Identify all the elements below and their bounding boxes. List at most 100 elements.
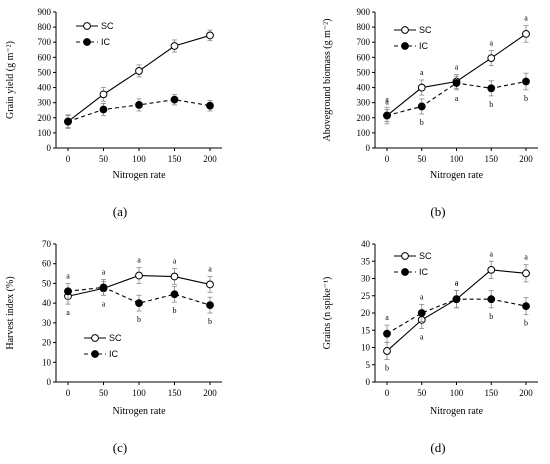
data-point-ic: [64, 117, 72, 126]
y-tick-label: 800: [38, 22, 52, 32]
significance-letter: b: [420, 118, 424, 127]
data-point-ic: [99, 105, 108, 114]
data-point-ic: [383, 329, 391, 338]
legend-label-ic: IC: [419, 267, 429, 277]
y-tick-label: 30: [42, 318, 52, 328]
x-tick-label: 50: [99, 388, 109, 398]
data-point-sc: [99, 90, 108, 99]
significance-letter: a: [455, 63, 459, 72]
panel-label: (c): [113, 440, 127, 455]
x-tick-label: 200: [519, 154, 533, 164]
data-point-ic: [170, 290, 179, 299]
y-tick-label: 300: [38, 98, 52, 108]
legend-label-sc: SC: [109, 333, 122, 343]
legend-marker-sc: [401, 26, 409, 34]
data-point-sc: [522, 30, 530, 38]
x-tick-label: 150: [485, 154, 499, 164]
y-tick-label: 0: [47, 143, 52, 153]
data-point-ic: [522, 77, 530, 86]
x-tick-label: 150: [485, 388, 499, 398]
significance-letter: b: [489, 100, 493, 109]
y-tick-label: 30: [361, 274, 371, 284]
data-point-ic: [170, 95, 179, 104]
y-tick-label: 20: [42, 338, 52, 348]
significance-letter: a: [66, 308, 70, 317]
y-tick-label: 800: [357, 22, 371, 32]
data-point-sc: [206, 280, 214, 289]
data-point-ic: [206, 301, 214, 310]
data-point-ic: [417, 309, 426, 317]
y-tick-label: 100: [357, 128, 371, 138]
x-axis-title: Nitrogen rate: [430, 170, 484, 181]
x-axis-title: Nitrogen rate: [112, 170, 166, 181]
data-point-sc: [135, 271, 143, 280]
x-axis-title: Nitrogen rate: [430, 406, 484, 417]
y-tick-label: 40: [361, 239, 371, 249]
panel-d: 0 5 10 15 20 25 30 35 40 0 50 100 150 200 Nitrogen rat…: [322, 239, 538, 455]
data-point-sc: [487, 54, 496, 62]
x-tick-label: 150: [168, 388, 182, 398]
legend-marker-ic: [401, 268, 409, 276]
legend-marker-ic: [83, 38, 91, 46]
significance-letter: b: [489, 312, 493, 321]
data-point-sc: [170, 42, 179, 50]
data-point-ic: [522, 302, 530, 311]
y-axis-title: Harvest index (%): [5, 276, 16, 349]
significance-letter: a: [137, 256, 141, 265]
data-point-ic: [487, 295, 496, 304]
data-point-ic: [99, 283, 108, 292]
data-point-sc: [383, 347, 391, 355]
legend-label-sc: SC: [419, 25, 432, 35]
legend-marker-sc: [83, 22, 91, 30]
y-tick-label: 200: [38, 113, 52, 123]
y-tick-label: 0: [366, 377, 371, 387]
legend-marker-ic: [401, 42, 409, 50]
y-tick-label: 900: [357, 7, 371, 17]
y-tick-label: 10: [42, 357, 52, 367]
legend-marker-sc: [91, 334, 99, 342]
data-point-sc: [522, 269, 530, 278]
panel-b: 0 100 200 300 400 500 600 700 800 900 0 50 100 150 200…: [322, 7, 538, 219]
x-tick-label: 50: [417, 388, 427, 398]
significance-letter: a: [385, 313, 389, 322]
x-tick-label: 0: [66, 154, 71, 164]
y-axis-title: Grains (n spike⁻¹): [322, 277, 333, 350]
significance-letter: a: [524, 253, 528, 262]
series-ic: [64, 279, 214, 314]
significance-letter: a: [173, 257, 177, 266]
significance-letter: b: [524, 94, 528, 103]
panel-label: (d): [430, 440, 445, 455]
legend-marker-ic: [91, 350, 99, 358]
panel-label: (b): [430, 204, 445, 219]
legend-label-ic: IC: [419, 41, 429, 51]
data-point-ic: [64, 287, 72, 296]
panel-a: 0 100 200 300 400 500 600 700 800 900 0 50 100 150 200…: [5, 7, 222, 219]
y-tick-label: 400: [357, 83, 371, 93]
significance-letter: a: [524, 14, 528, 23]
significance-letter: b: [385, 364, 389, 373]
x-tick-label: 100: [132, 388, 146, 398]
series-sc: [383, 25, 530, 122]
data-point-ic: [135, 101, 143, 109]
significance-letter: a: [455, 94, 459, 103]
y-tick-label: 35: [361, 256, 371, 266]
data-point-sc: [487, 265, 496, 274]
significance-letter: a: [455, 279, 459, 288]
x-tick-label: 50: [417, 154, 427, 164]
significance-letter: a: [208, 265, 212, 274]
significance-letter: b: [137, 315, 141, 324]
y-tick-label: 500: [357, 67, 371, 77]
significance-letter: a: [102, 267, 106, 276]
data-point-sc: [417, 83, 426, 92]
y-tick-label: 0: [47, 377, 52, 387]
significance-letter: a: [102, 299, 106, 308]
x-tick-label: 50: [99, 154, 109, 164]
significance-letter: a: [420, 333, 424, 342]
y-tick-label: 900: [38, 7, 52, 17]
significance-letter: b: [173, 306, 177, 315]
y-axis-title: Aboveground biomass (g m⁻²): [322, 19, 333, 142]
significance-letter: a: [489, 39, 493, 48]
x-tick-label: 200: [203, 388, 217, 398]
y-tick-label: 60: [42, 259, 52, 269]
